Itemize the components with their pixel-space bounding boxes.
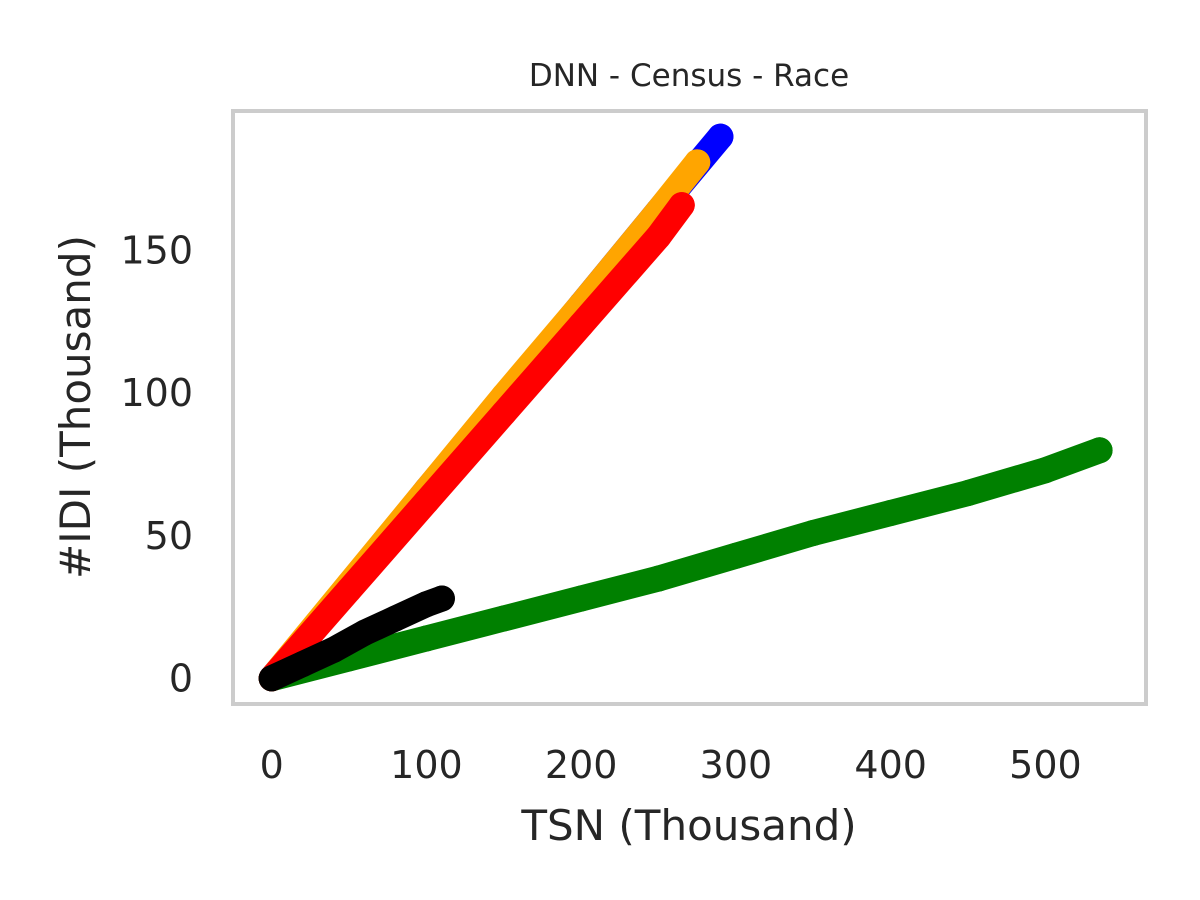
series-2-point [955,480,982,507]
series-3-point [413,488,440,515]
series-4-point [351,619,378,646]
x-tick-label: 100 [390,743,463,787]
y-tick-labels: 0 50 100 150 [120,229,193,701]
x-tick-label: 500 [1009,743,1082,787]
series-2-point [722,542,749,569]
x-axis-label: TSN (Thousand) [520,801,856,850]
series-3-line [258,192,695,692]
series-2-point [800,519,827,546]
series-2-point [1086,437,1113,464]
series-0-point [707,123,734,150]
series-3-point [490,400,517,427]
series-3-point [668,192,695,219]
series-2-point [568,585,595,612]
series-4-point [289,651,316,678]
series-2-point [413,625,440,652]
y-tick-label: 150 [120,229,193,273]
series-3-point [336,576,363,603]
series-4-point [428,585,455,612]
plot-frame [231,109,1148,706]
x-tick-label: 400 [854,743,927,787]
x-tick-label: 300 [700,743,773,787]
x-tick-label: 0 [260,743,284,787]
series-2-point [1032,457,1059,484]
chart-title: DNN - Census - Race [529,58,849,94]
series-layer [258,123,1113,692]
y-axis-label: #IDI (Thousand) [51,235,100,579]
series-1-point [684,149,711,176]
series-3-point [645,223,672,250]
y-tick-label: 100 [120,371,193,415]
series-4 [258,585,455,692]
series-2-point [877,499,904,526]
series-2-line [258,437,1113,692]
y-tick-label: 0 [169,656,193,700]
series-4-point [382,605,409,632]
y-tick-label: 50 [145,514,193,558]
x-tick-labels: 0 100 200 300 400 500 [260,743,1082,787]
series-3-point [568,311,595,338]
series-2-point [490,605,517,632]
x-tick-label: 200 [545,743,618,787]
series-4-point [258,665,285,692]
series-4-point [320,636,347,663]
series-2-point [645,565,672,592]
